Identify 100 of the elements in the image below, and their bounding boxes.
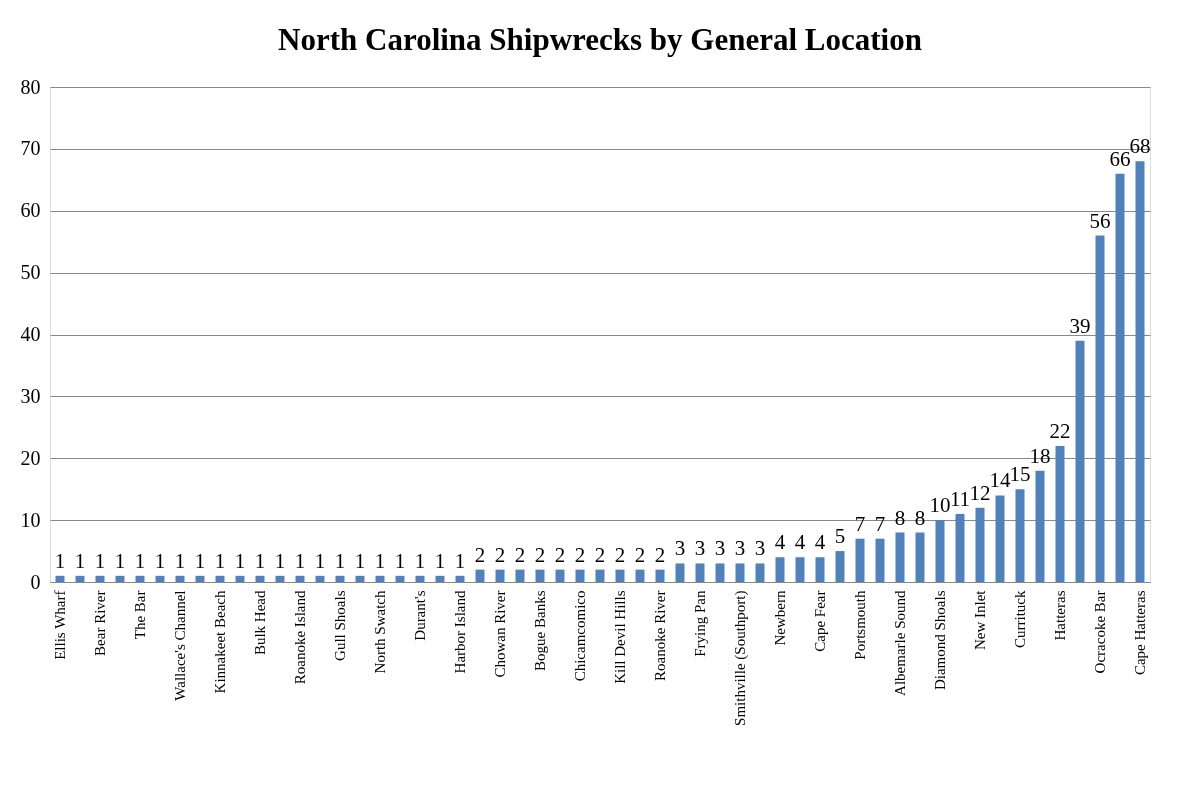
bar <box>895 532 905 582</box>
bar <box>815 557 825 582</box>
bar <box>95 575 105 582</box>
data-label: 2 <box>514 542 526 567</box>
x-tick-label: Durant's <box>412 590 428 641</box>
data-label: 3 <box>694 536 706 561</box>
bar <box>555 569 565 582</box>
chart-title: North Carolina Shipwrecks by General Location <box>278 22 922 57</box>
y-tick-label: 40 <box>20 323 41 345</box>
x-tick-label: Ellis Wharf <box>52 590 68 660</box>
y-tick-label: 80 <box>20 75 41 98</box>
x-tick-label: Kill Devil Hills <box>612 590 628 684</box>
bar <box>1055 445 1065 582</box>
y-tick-label: 20 <box>20 446 41 469</box>
data-label: 3 <box>714 536 726 561</box>
y-tick-label: 30 <box>20 384 41 407</box>
x-tick-label: Bulk Head <box>252 590 268 656</box>
bar <box>315 575 325 582</box>
data-label: 2 <box>474 542 486 567</box>
bar <box>635 569 645 582</box>
x-tick-label: The Bar <box>132 590 148 640</box>
data-label: 2 <box>634 542 646 567</box>
bar <box>255 575 265 582</box>
data-label: 10 <box>929 493 951 518</box>
data-label: 1 <box>414 548 426 573</box>
bar <box>1095 235 1105 582</box>
bar <box>235 575 245 582</box>
x-tick-label: Frying Pan <box>692 590 708 657</box>
x-tick-label: Kinnakeet Beach <box>212 590 228 694</box>
x-tick-label: Ocracoke Bar <box>1092 590 1108 674</box>
bar <box>455 575 465 582</box>
x-tick-label: Portsmouth <box>852 590 868 660</box>
bar <box>915 532 925 582</box>
data-label: 1 <box>134 548 146 573</box>
data-label: 18 <box>1029 443 1051 468</box>
data-label: 1 <box>174 548 186 573</box>
x-tick-label: Harbor Island <box>452 590 468 674</box>
x-tick-label: Roanoke Island <box>292 590 308 685</box>
data-label: 7 <box>874 511 886 536</box>
data-label: 2 <box>614 542 626 567</box>
data-label: 22 <box>1049 418 1071 443</box>
bar <box>435 575 445 582</box>
x-tick-label: Albemarle Sound <box>892 590 908 696</box>
bar <box>1115 173 1125 582</box>
x-tick-label: Roanoke River <box>652 590 668 681</box>
x-tick-label: North Swatch <box>372 590 388 674</box>
bar <box>595 569 605 582</box>
bar <box>375 575 385 582</box>
x-tick-label: Chowan River <box>492 590 508 678</box>
bar <box>1075 340 1085 582</box>
data-label: 14 <box>989 468 1011 493</box>
bar <box>695 563 705 582</box>
data-label: 1 <box>94 548 106 573</box>
bar <box>675 563 685 582</box>
data-label: 2 <box>654 542 666 567</box>
data-label: 1 <box>354 548 366 573</box>
bar <box>215 575 225 582</box>
data-label: 39 <box>1069 313 1091 338</box>
bar <box>415 575 425 582</box>
data-label: 15 <box>1009 462 1031 487</box>
data-label: 56 <box>1089 208 1111 233</box>
bar <box>615 569 625 582</box>
data-label: 4 <box>814 530 826 555</box>
data-label: 1 <box>254 548 266 573</box>
bar <box>75 575 85 582</box>
bar <box>975 507 985 582</box>
data-label: 68 <box>1129 134 1151 159</box>
data-label: 1 <box>154 548 166 573</box>
bar <box>115 575 125 582</box>
bar <box>715 563 725 582</box>
y-tick-label: 50 <box>20 261 41 284</box>
bar <box>875 538 885 582</box>
data-label: 3 <box>734 536 746 561</box>
x-tick-label: Wallace's Channel <box>172 590 188 701</box>
data-label: 1 <box>214 548 226 573</box>
data-label: 12 <box>969 480 991 505</box>
data-label: 1 <box>114 548 126 573</box>
data-label: 1 <box>334 548 346 573</box>
data-label: 11 <box>949 486 971 511</box>
x-tick-label: Bear River <box>92 590 108 656</box>
data-label: 1 <box>234 548 246 573</box>
x-tick-label: Cape Fear <box>812 590 828 652</box>
x-tick-label: Diamond Shoals <box>932 590 948 691</box>
data-label: 1 <box>314 548 326 573</box>
data-label: 2 <box>574 542 586 567</box>
bar <box>835 551 845 582</box>
data-label: 1 <box>274 548 286 573</box>
y-tick-label: 10 <box>20 508 41 531</box>
bar <box>475 569 485 582</box>
x-tick-label: Currituck <box>1012 590 1028 648</box>
bar <box>1135 161 1145 582</box>
bar <box>775 557 785 582</box>
y-tick-label: 0 <box>30 570 41 593</box>
x-tick-label: Chicamcomico <box>572 590 588 682</box>
y-tick-label: 70 <box>20 137 41 160</box>
data-label: 3 <box>754 536 766 561</box>
data-label: 8 <box>894 505 906 530</box>
data-label: 4 <box>794 530 806 555</box>
data-label: 5 <box>834 524 846 549</box>
x-tick-label: Hatteras <box>1052 590 1068 641</box>
